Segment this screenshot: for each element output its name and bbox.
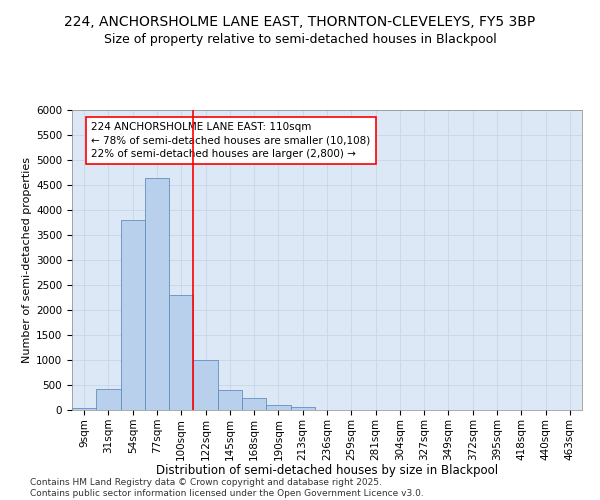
Bar <box>145 178 169 410</box>
Text: 224, ANCHORSHOLME LANE EAST, THORNTON-CLEVELEYS, FY5 3BP: 224, ANCHORSHOLME LANE EAST, THORNTON-CL… <box>64 15 536 29</box>
Bar <box>121 220 145 410</box>
Text: 224 ANCHORSHOLME LANE EAST: 110sqm
← 78% of semi-detached houses are smaller (10: 224 ANCHORSHOLME LANE EAST: 110sqm ← 78%… <box>91 122 371 159</box>
Bar <box>242 398 266 410</box>
Text: Size of property relative to semi-detached houses in Blackpool: Size of property relative to semi-detach… <box>104 32 496 46</box>
Bar <box>290 406 315 410</box>
Y-axis label: Number of semi-detached properties: Number of semi-detached properties <box>22 157 32 363</box>
Bar <box>266 404 290 410</box>
Bar <box>96 388 121 410</box>
Bar <box>169 295 193 410</box>
Bar <box>218 390 242 410</box>
Bar <box>72 408 96 410</box>
X-axis label: Distribution of semi-detached houses by size in Blackpool: Distribution of semi-detached houses by … <box>156 464 498 477</box>
Text: Contains HM Land Registry data © Crown copyright and database right 2025.
Contai: Contains HM Land Registry data © Crown c… <box>30 478 424 498</box>
Bar <box>193 360 218 410</box>
